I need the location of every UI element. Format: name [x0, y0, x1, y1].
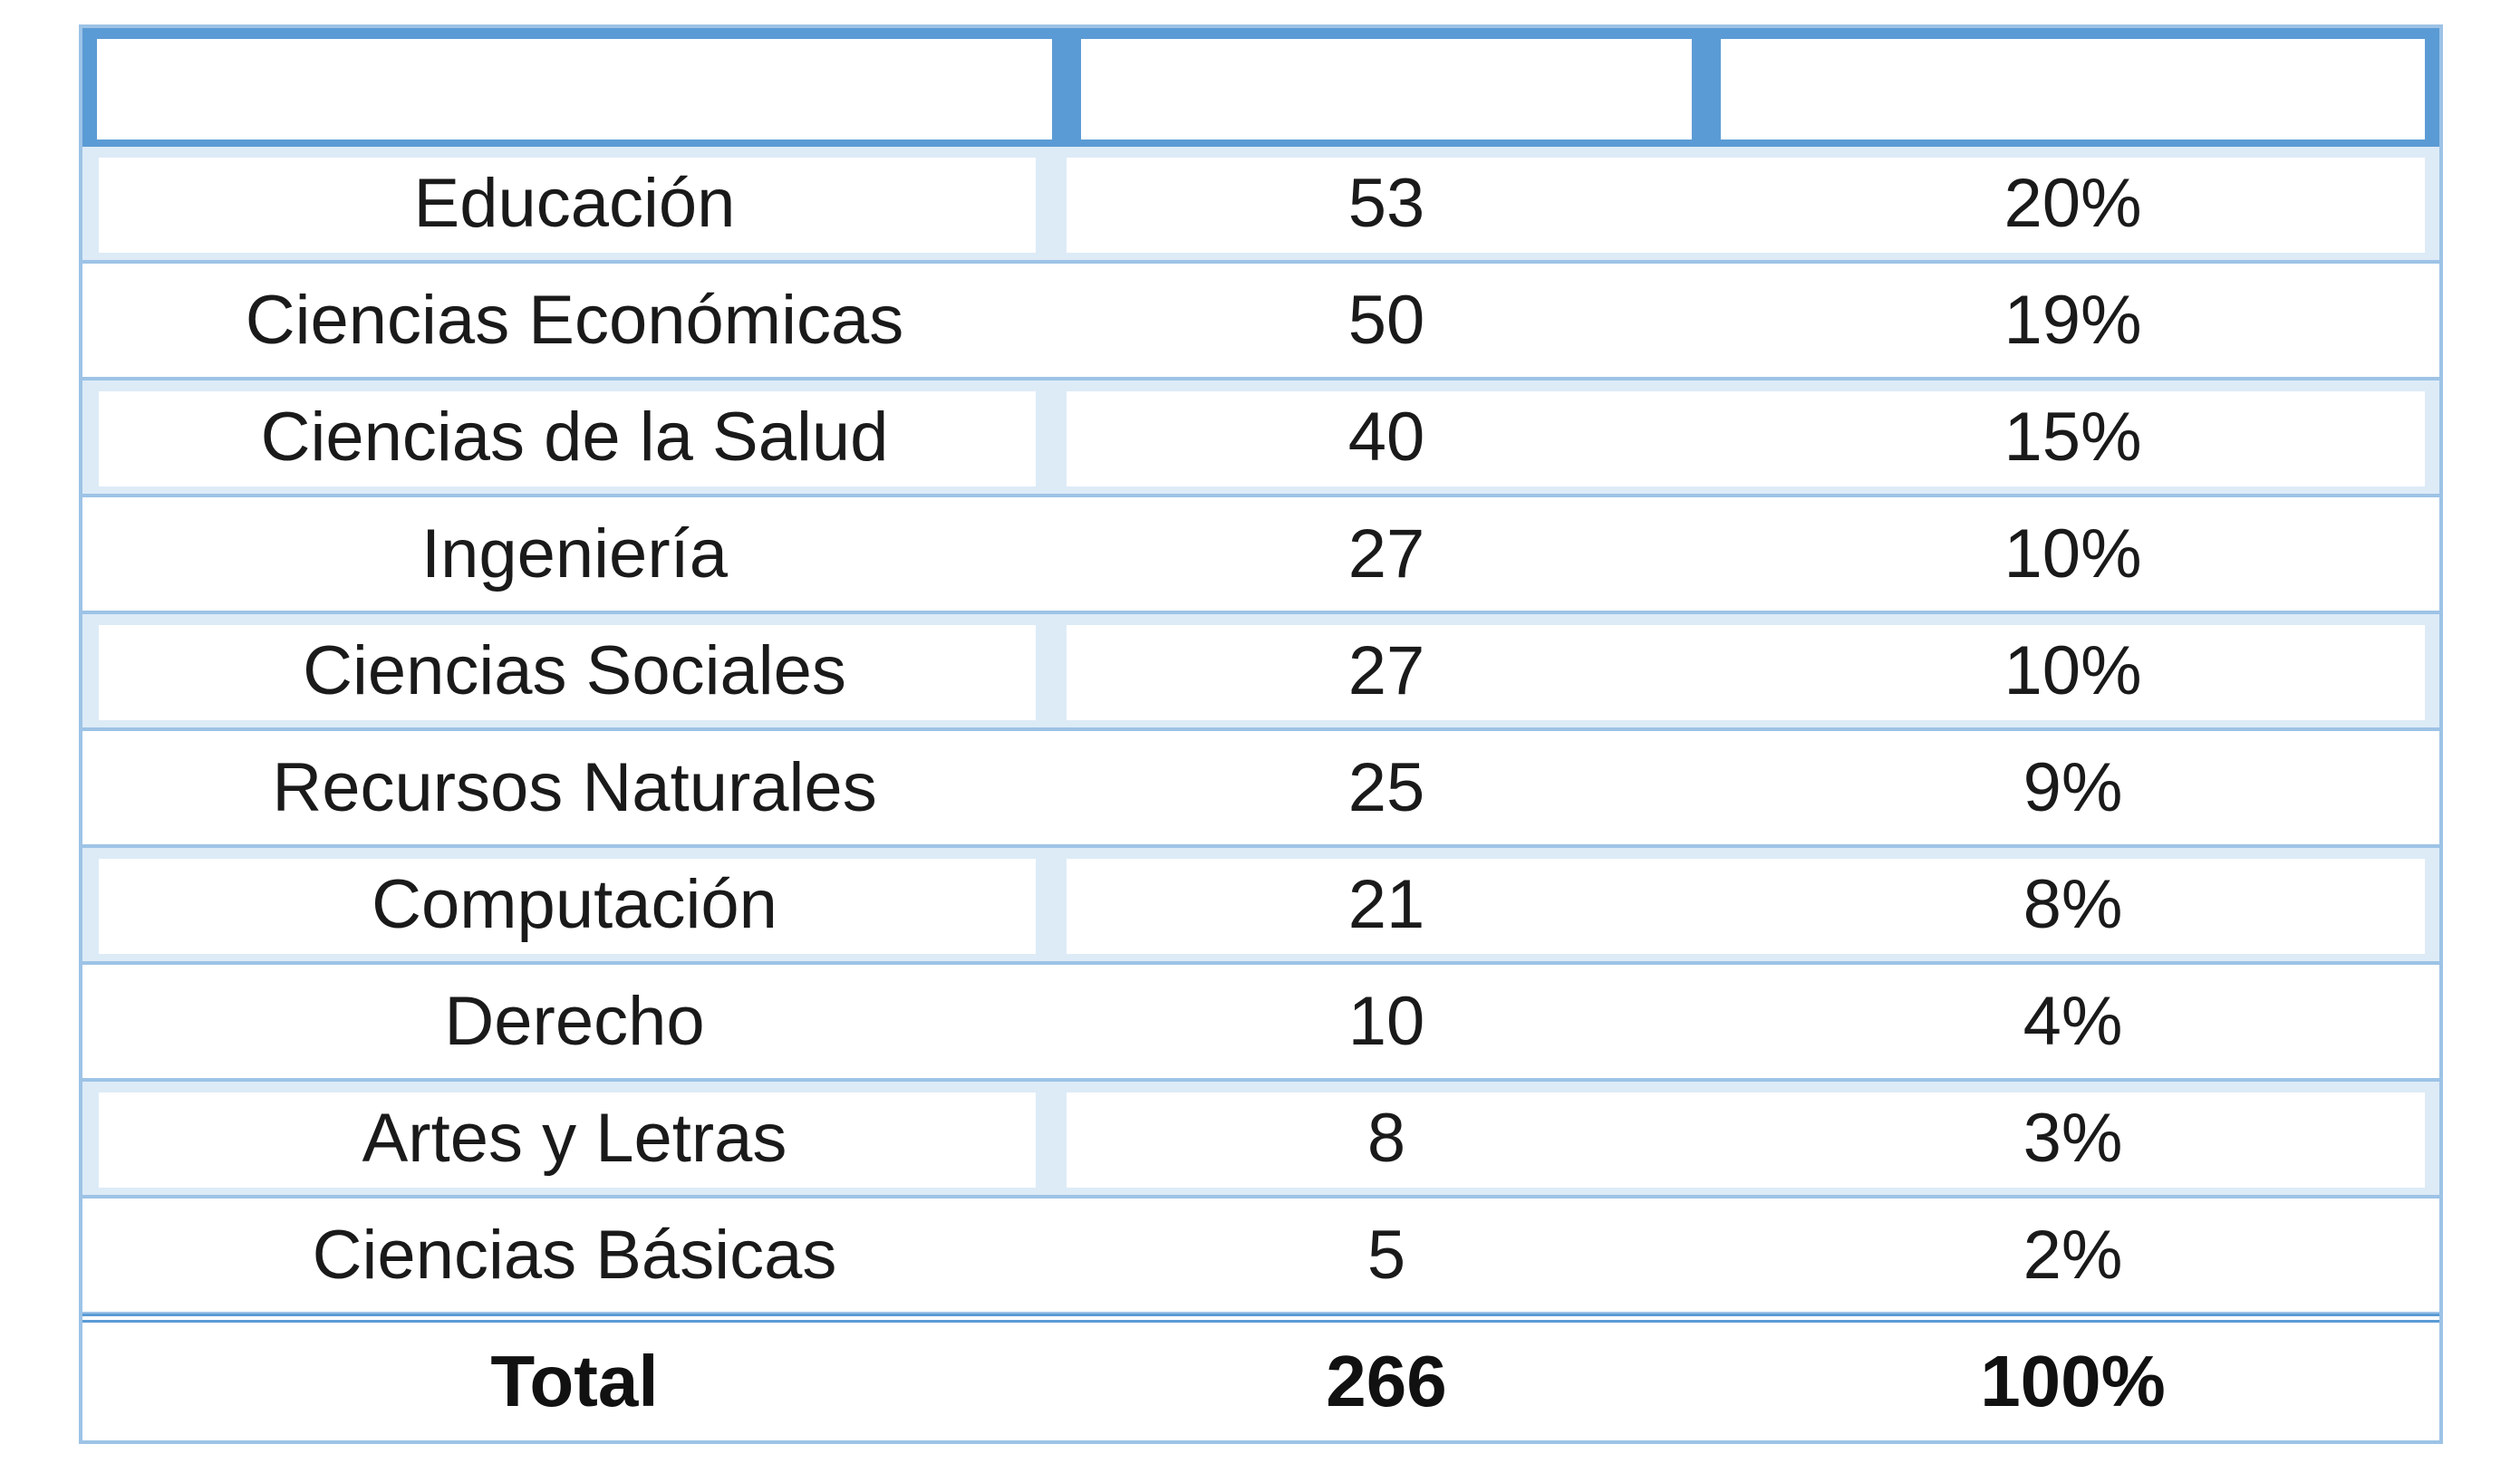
- header-cell-1: [97, 39, 1052, 140]
- total-row: Total 266 100%: [82, 1314, 2439, 1440]
- data-table: Educación 53 20% Ciencias Económicas 50 19% Ci…: [79, 24, 2443, 1444]
- count-cell: 27: [1347, 515, 1425, 592]
- count-cell: 21: [1067, 848, 1706, 961]
- percent-cell: 20%: [1706, 147, 2439, 260]
- area-cell: Recursos Naturales: [272, 749, 877, 826]
- table-row: Ingeniería 27 10%: [82, 497, 2439, 614]
- count-cell: 8: [1067, 1082, 1706, 1195]
- percent-cell: 10%: [1706, 614, 2439, 727]
- area-cell: Ciencias de la Salud: [82, 380, 1067, 494]
- table-row: Derecho 10 4%: [82, 965, 2439, 1082]
- percent-cell: 2%: [2023, 1217, 2123, 1294]
- area-cell: Ciencias Sociales: [82, 614, 1067, 727]
- count-cell: 53: [1067, 147, 1706, 260]
- percent-cell: 15%: [1706, 380, 2439, 494]
- area-cell: Ingeniería: [420, 515, 729, 592]
- table-row: Computación 21 8%: [82, 848, 2439, 965]
- percent-cell: 4%: [2023, 983, 2123, 1060]
- area-cell: Artes y Letras: [82, 1082, 1067, 1195]
- table-row: Ciencias Básicas 5 2%: [82, 1199, 2439, 1315]
- percent-cell: 8%: [1706, 848, 2439, 961]
- table-row: Educación 53 20%: [82, 147, 2439, 264]
- table-row: Recursos Naturales 25 9%: [82, 731, 2439, 848]
- count-cell: 27: [1067, 614, 1706, 727]
- count-cell: 25: [1347, 749, 1425, 826]
- area-cell: Ciencias Básicas: [312, 1217, 837, 1294]
- count-cell: 40: [1067, 380, 1706, 494]
- area-cell: Educación: [82, 147, 1067, 260]
- count-cell: 50: [1347, 282, 1425, 359]
- table-row: Ciencias de la Salud 40 15%: [82, 380, 2439, 497]
- area-cell: Derecho: [444, 983, 705, 1060]
- table-row: Ciencias Sociales 27 10%: [82, 614, 2439, 731]
- count-cell: 5: [1366, 1217, 1406, 1294]
- table-row: Ciencias Económicas 50 19%: [82, 264, 2439, 380]
- header-cell-2: [1081, 39, 1692, 140]
- area-cell: Ciencias Económicas: [245, 282, 904, 359]
- percent-cell: 3%: [1706, 1082, 2439, 1195]
- count-cell: 10: [1347, 983, 1425, 1060]
- percent-cell: 19%: [2003, 282, 2142, 359]
- area-cell: Computación: [82, 848, 1067, 961]
- table-header-row: [82, 28, 2439, 147]
- total-percent: 100%: [1980, 1341, 2166, 1421]
- percent-cell: 9%: [2023, 749, 2123, 826]
- total-label: Total: [490, 1341, 659, 1421]
- total-count: 266: [1326, 1341, 1447, 1421]
- header-cell-3: [1721, 39, 2425, 140]
- percent-cell: 10%: [2003, 515, 2142, 592]
- table-row: Artes y Letras 8 3%: [82, 1082, 2439, 1199]
